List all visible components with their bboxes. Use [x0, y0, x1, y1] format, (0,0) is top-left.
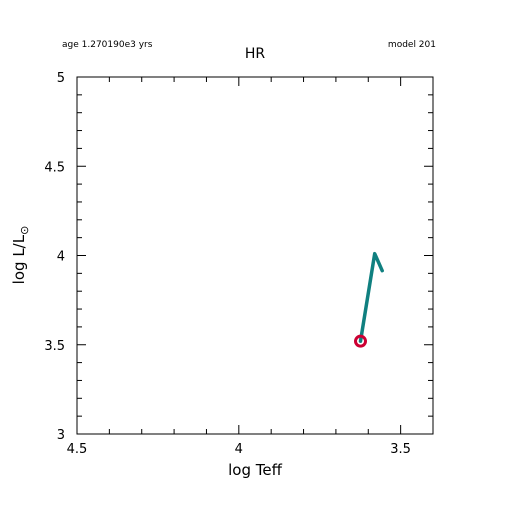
y-axis-label: log L/L⊙	[10, 226, 31, 285]
y-axis-label-sub: ⊙	[18, 226, 31, 235]
y-tick-label: 4	[57, 250, 65, 265]
x-tick-label: 4.5	[67, 442, 88, 457]
evolution-track	[358, 251, 384, 343]
age-label: age 1.270190e3 yrs	[62, 40, 153, 50]
series-group	[358, 251, 384, 343]
chart-title: HR	[245, 46, 266, 62]
axis-ticks	[76, 76, 434, 435]
y-axis-label-main: log L/L	[10, 234, 28, 284]
x-tick-labels: 4.5 4 3.5	[67, 442, 411, 457]
y-tick-labels: 3 3.5 4 4.5 5	[44, 71, 65, 443]
y-axis-label-text: log L/L⊙	[10, 226, 31, 285]
x-tick-label: 3.5	[390, 442, 411, 457]
marker-group	[354, 334, 368, 348]
model-label: model 201	[388, 40, 436, 50]
x-axis-label: log Teff	[228, 461, 282, 479]
y-tick-label: 4.5	[44, 160, 65, 175]
y-tick-label: 3	[57, 428, 65, 443]
x-tick-label: 4	[235, 442, 243, 457]
current-model-marker	[354, 334, 368, 348]
y-tick-label: 5	[57, 71, 65, 86]
y-tick-label: 3.5	[44, 339, 65, 354]
